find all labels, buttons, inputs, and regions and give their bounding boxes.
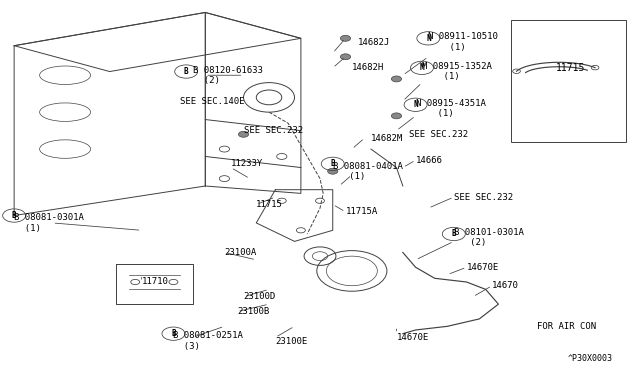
Text: 14682H: 14682H [352,63,384,72]
Text: N 08911-10510
    (1): N 08911-10510 (1) [428,32,498,52]
Text: 11715: 11715 [256,200,283,209]
Text: 11233Y: 11233Y [231,159,263,169]
Text: B 08081-0251A
  (3): B 08081-0251A (3) [173,331,243,351]
Text: 14670: 14670 [492,281,519,290]
Circle shape [316,198,324,203]
Text: B: B [171,329,176,338]
Text: B 08120-61633
  (2): B 08120-61633 (2) [193,65,262,85]
Circle shape [277,198,286,203]
Text: N: N [413,100,418,109]
Circle shape [392,76,401,82]
Text: B: B [451,230,456,238]
Text: SEE SEC.232: SEE SEC.232 [409,130,468,139]
Circle shape [392,113,401,119]
Text: 11715: 11715 [556,63,585,73]
Text: 23100B: 23100B [237,307,269,316]
Text: B 08101-0301A
   (2): B 08101-0301A (2) [454,228,524,247]
Text: 11710: 11710 [141,278,168,286]
Circle shape [220,146,230,152]
Text: 14682J: 14682J [358,38,390,46]
Bar [511,20,626,142]
Circle shape [340,35,351,41]
Text: 23100A: 23100A [225,248,257,257]
Circle shape [513,69,520,73]
Text: 23100D: 23100D [244,292,276,301]
Circle shape [239,131,248,137]
Text: SEE SEC.232: SEE SEC.232 [454,193,513,202]
Circle shape [131,279,140,285]
Text: B 08081-0301A
  (1): B 08081-0301A (1) [14,213,84,232]
Circle shape [328,168,338,174]
Text: M 08915-1352A
    (1): M 08915-1352A (1) [422,62,492,81]
Circle shape [220,176,230,182]
Text: ^P30X0003: ^P30X0003 [568,354,613,363]
Circle shape [296,228,305,233]
Text: B: B [330,159,335,169]
Text: FOR AIR CON: FOR AIR CON [537,322,596,331]
Text: SEE SEC.140E: SEE SEC.140E [180,97,244,106]
Text: B: B [184,67,189,76]
Text: 14670E: 14670E [396,333,429,342]
Text: 14666: 14666 [415,155,442,165]
Circle shape [340,54,351,60]
Circle shape [591,65,599,70]
Text: 11715A: 11715A [346,207,378,217]
Circle shape [169,279,178,285]
Circle shape [276,154,287,160]
Text: 23100E: 23100E [275,337,308,346]
Text: 14670E: 14670E [467,263,499,272]
Text: 14682M: 14682M [371,134,403,142]
Text: N: N [426,34,431,43]
Text: M: M [420,63,424,72]
Text: B: B [12,211,17,220]
Text: N 08915-4351A
    (1): N 08915-4351A (1) [415,99,486,118]
Text: SEE SEC.232: SEE SEC.232 [244,126,303,135]
Text: B 08081-0401A
   (1): B 08081-0401A (1) [333,161,403,181]
